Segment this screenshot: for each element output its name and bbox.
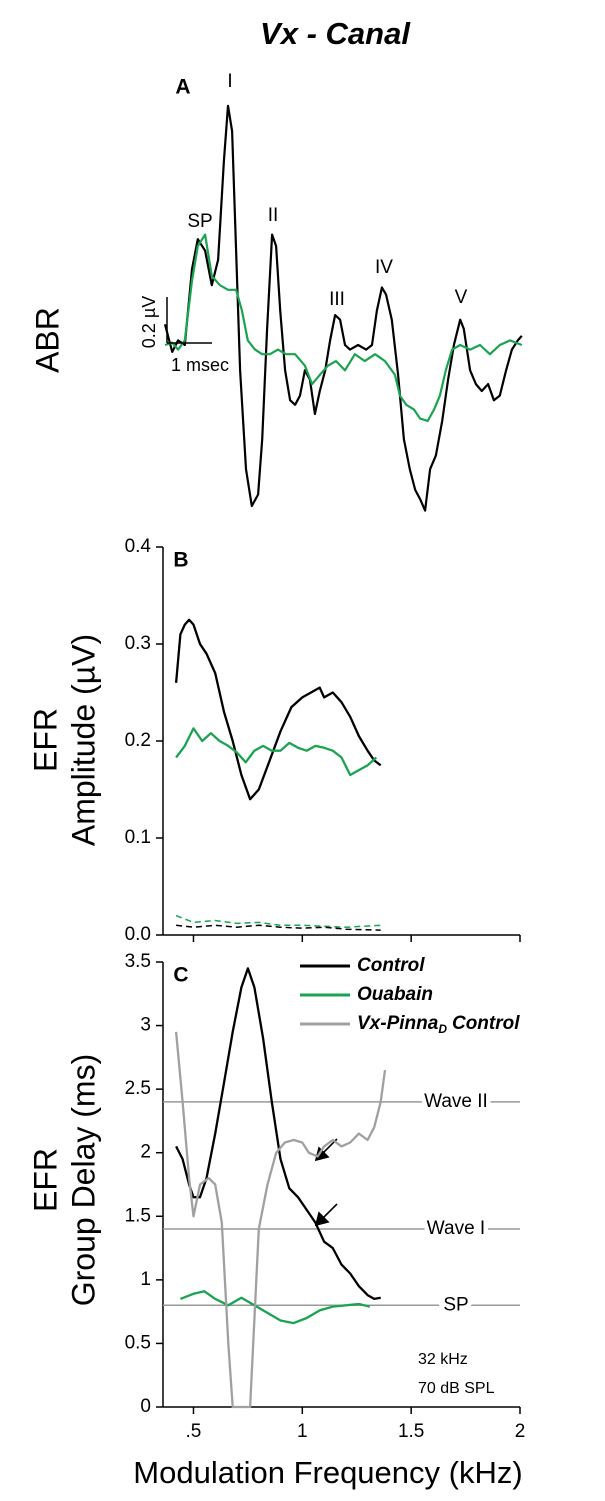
peak-label: II: [268, 205, 279, 226]
arrow-head: [314, 1211, 330, 1227]
series-line: [176, 924, 381, 931]
x-tick-label: 2: [515, 1421, 526, 1442]
legend-label: Control: [357, 955, 425, 976]
y-tick-label: 0.3: [125, 633, 151, 654]
row-label: EFR: [27, 708, 63, 772]
arrow: [321, 1203, 338, 1220]
x-tick-label: 1.5: [398, 1421, 424, 1442]
series-line: [163, 104, 523, 512]
legend-name: Control: [357, 955, 425, 976]
legend-label: Vx-PinnaD Control: [357, 1013, 520, 1036]
series-line: [179, 1290, 371, 1325]
panel-label: B: [173, 549, 188, 572]
x-axis-label: Modulation Frequency (kHz): [133, 1455, 522, 1490]
y-tick-label: 0.0: [125, 924, 151, 945]
arrows: [314, 1138, 338, 1227]
reference-label: Wave I: [427, 1218, 485, 1239]
row-label: Amplitude (µV): [65, 634, 101, 846]
y-tick-label: 2.5: [125, 1078, 151, 1099]
scale-bar-y-label: 0.2 µV: [139, 296, 159, 348]
reference-label: Wave II: [424, 1091, 488, 1112]
y-tick-label: 3.5: [125, 951, 151, 972]
x-tick-label: 1: [297, 1421, 308, 1442]
peak-label: I: [227, 71, 232, 92]
figure-title: Vx - Canal: [260, 16, 411, 51]
peak-label: V: [455, 287, 468, 308]
legend-name: Vx-Pinna: [357, 1013, 439, 1034]
series-line: [175, 967, 381, 1301]
series-line: [175, 727, 378, 777]
y-tick-label: 0.1: [125, 827, 151, 848]
y-tick-label: 1: [140, 1269, 151, 1290]
series-line: [164, 233, 523, 422]
legend-name-tail: Control: [452, 1013, 520, 1034]
scale-bar-x-label: 1 msec: [171, 355, 229, 375]
series-line: [175, 914, 381, 928]
peak-label: IV: [375, 257, 393, 278]
row-label: EFR: [27, 1148, 63, 1212]
series-line: [174, 1031, 387, 1409]
arrow-head: [314, 1146, 330, 1162]
peak-label: SP: [187, 211, 212, 232]
x-tick-label: .5: [186, 1421, 202, 1442]
y-tick-label: 2: [140, 1142, 151, 1163]
annotation: 32 kHz: [418, 1351, 468, 1368]
y-tick-label: 3: [140, 1015, 151, 1036]
row-label: ABR: [29, 307, 65, 373]
legend-name: Ouabain: [357, 984, 433, 1005]
annotation: 70 dB SPL: [418, 1380, 495, 1397]
y-tick-label: 1.5: [125, 1205, 151, 1226]
row-label: Group Delay (ms): [65, 1054, 101, 1307]
y-tick-label: 0: [140, 1396, 151, 1417]
legend-label: Ouabain: [357, 984, 433, 1005]
panel-label: C: [173, 964, 188, 987]
peak-label: III: [329, 289, 345, 310]
panel-label: A: [175, 76, 190, 99]
reference-label: SP: [443, 1294, 468, 1315]
y-tick-label: 0.4: [125, 536, 152, 557]
legend-subscript: D: [438, 1022, 447, 1036]
y-tick-label: 0.2: [125, 730, 151, 751]
series-line: [174, 618, 382, 801]
y-tick-label: 0.5: [125, 1332, 151, 1353]
